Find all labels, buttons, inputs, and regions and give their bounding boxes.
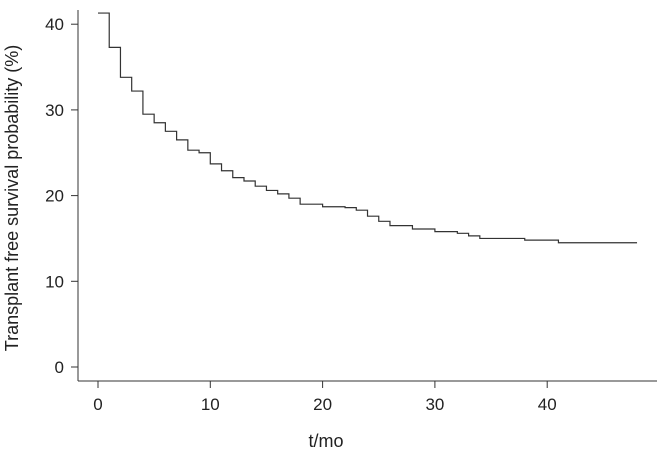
x-tick-label: 40 — [538, 395, 557, 414]
x-tick-label: 0 — [93, 395, 102, 414]
y-tick-label: 30 — [45, 101, 64, 120]
y-tick-label: 0 — [55, 358, 64, 377]
y-tick-label: 40 — [45, 15, 64, 34]
x-tick-label: 10 — [201, 395, 220, 414]
y-tick-label: 20 — [45, 187, 64, 206]
x-tick-label: 30 — [425, 395, 444, 414]
x-axis: 0 10 20 30 40 — [78, 380, 657, 414]
survival-step-line — [98, 12, 638, 244]
y-tick-label: 10 — [45, 272, 64, 291]
y-axis-label: Transplant free survival probability (%) — [2, 45, 22, 351]
y-axis: 0 10 20 30 40 — [45, 10, 79, 381]
x-tick-label: 20 — [313, 395, 332, 414]
x-axis-label: t/mo — [308, 431, 343, 451]
plot-area — [98, 12, 638, 244]
